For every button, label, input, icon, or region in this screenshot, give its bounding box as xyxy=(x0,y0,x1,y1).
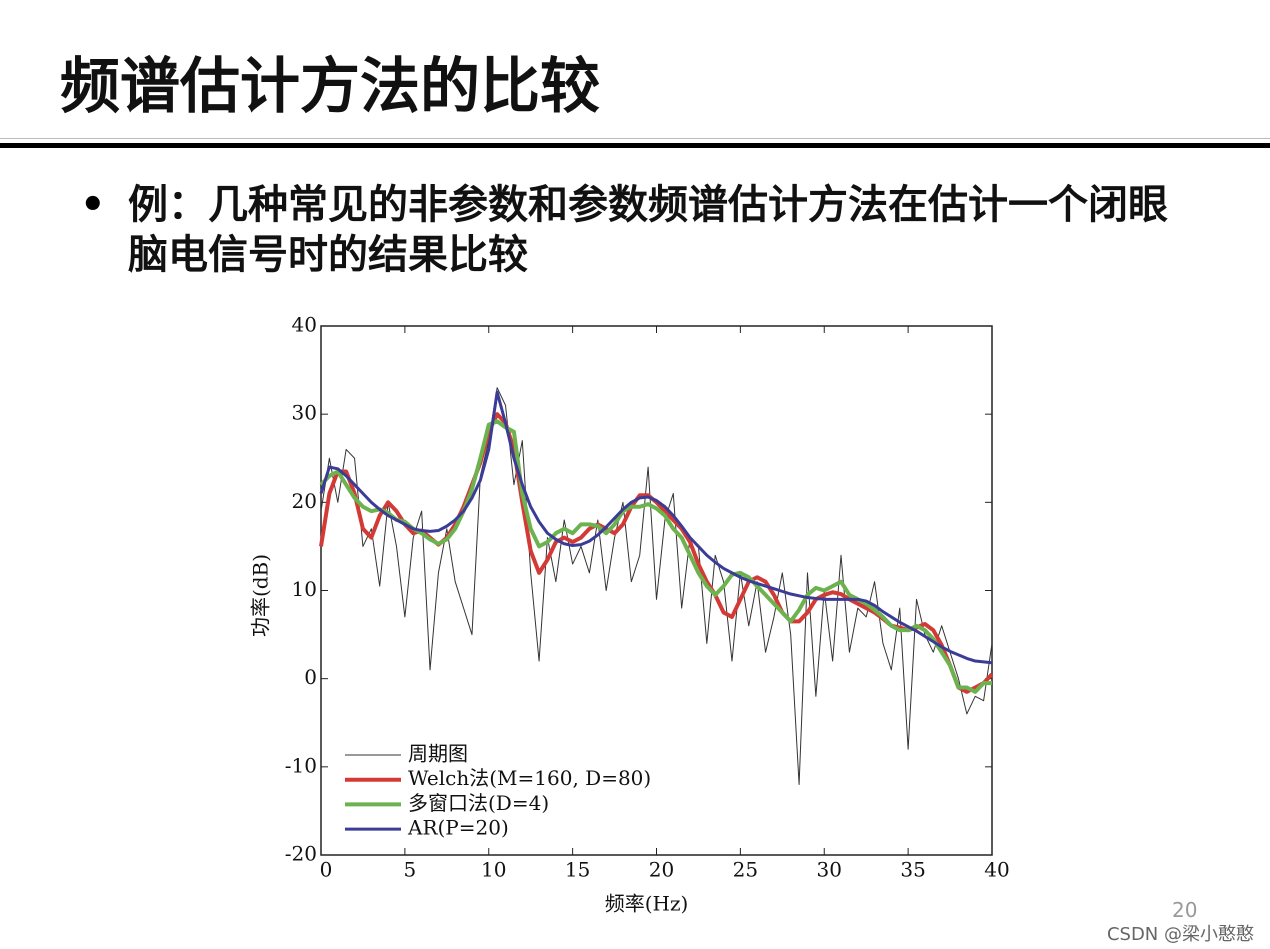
x-tick-label: 10 xyxy=(481,858,506,882)
series-line xyxy=(319,390,993,665)
y-axis-label: 功率(dB) xyxy=(249,554,273,637)
x-axis-label: 频率(Hz) xyxy=(605,892,689,916)
legend-label: Welch法(M=160, D=80) xyxy=(408,766,651,790)
series-line xyxy=(319,419,992,694)
watermark: CSDN @梁小憨憨 xyxy=(1106,924,1254,945)
series-line xyxy=(319,412,994,694)
x-tick-label: 30 xyxy=(817,858,842,882)
y-tick-label: -10 xyxy=(285,753,317,777)
header-edge xyxy=(0,138,1270,139)
legend-label: AR(P=20) xyxy=(407,816,509,840)
y-tick-label: 40 xyxy=(292,313,317,337)
y-tick-label: -20 xyxy=(285,842,317,866)
y-tick-label: 30 xyxy=(292,401,317,425)
bullet-dot: • xyxy=(80,182,106,228)
series-line xyxy=(320,387,993,785)
x-tick-label: 35 xyxy=(900,858,925,882)
x-tick-label: 40 xyxy=(984,858,1009,882)
bullet-text: 例：几种常见的非参数和参数频谱估计方法在估计一个闭眼脑电信号时的结果比较 xyxy=(128,182,1168,278)
y-tick-label: 20 xyxy=(292,489,317,513)
page-number: 20 xyxy=(1172,898,1198,922)
y-tick-label: 0 xyxy=(304,665,317,689)
x-tick-label: 0 xyxy=(320,858,333,882)
y-tick-label: 10 xyxy=(292,577,317,601)
x-tick-label: 25 xyxy=(733,858,758,882)
legend-label: 多窗口法(D=4) xyxy=(408,791,549,815)
x-tick-label: 5 xyxy=(404,858,417,882)
legend-label: 周期图 xyxy=(408,742,468,766)
x-tick-label: 20 xyxy=(649,858,674,882)
slide-title: 频谱估计方法的比较 xyxy=(60,52,600,122)
header-rule xyxy=(0,143,1270,148)
x-tick-label: 15 xyxy=(565,858,590,882)
